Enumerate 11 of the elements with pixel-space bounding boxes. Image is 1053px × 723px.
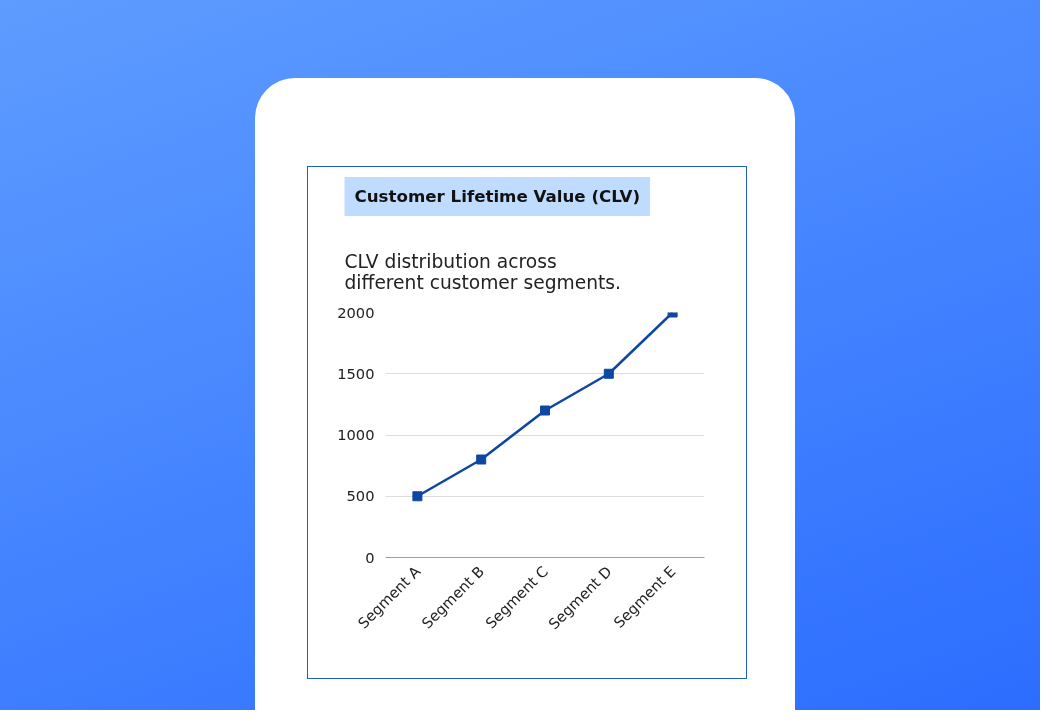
- point: [476, 454, 487, 465]
- point: [540, 405, 550, 416]
- y-tick-label: 1000: [337, 426, 375, 443]
- y-tick-label: 1500: [337, 364, 375, 382]
- y-tick-label: 2000: [337, 303, 375, 321]
- y-tick-label: 0: [365, 548, 375, 566]
- point: [603, 368, 614, 379]
- chart-subtitle: CLV distribution across different customer segments.: [344, 250, 621, 293]
- y-tick-label: 500: [346, 487, 375, 505]
- chart-title: Customer Lifetime Value (CLV): [354, 187, 641, 206]
- point: [412, 491, 423, 502]
